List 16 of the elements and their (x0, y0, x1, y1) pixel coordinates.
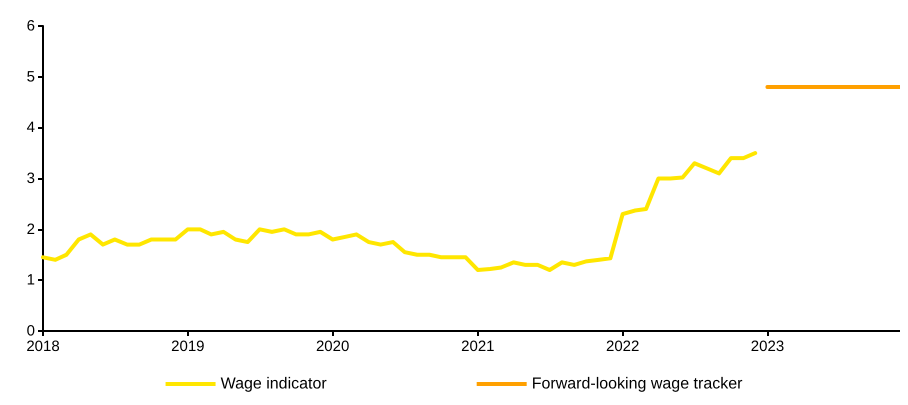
y-tick-label: 6 (26, 18, 35, 34)
x-tick-label: 2019 (171, 338, 205, 355)
y-tick-label: 3 (26, 170, 35, 187)
x-tick-label: 2021 (461, 338, 495, 355)
x-tick-label: 2023 (750, 338, 784, 355)
line-series (41, 151, 758, 272)
y-tick-label: 0 (26, 322, 35, 340)
y-tick-label: 4 (26, 119, 35, 136)
y-tick-label: 2 (26, 220, 35, 238)
legend-label: Forward-looking wage tracker (532, 376, 744, 392)
y-tick-label: 1 (26, 272, 35, 289)
x-tick-label: 2018 (26, 338, 60, 355)
x-tick-label: 2022 (606, 338, 640, 355)
x-tick-label: 2020 (316, 338, 350, 355)
legend-label: Wage indicator (220, 376, 328, 392)
y-tick-label: 5 (26, 68, 35, 86)
